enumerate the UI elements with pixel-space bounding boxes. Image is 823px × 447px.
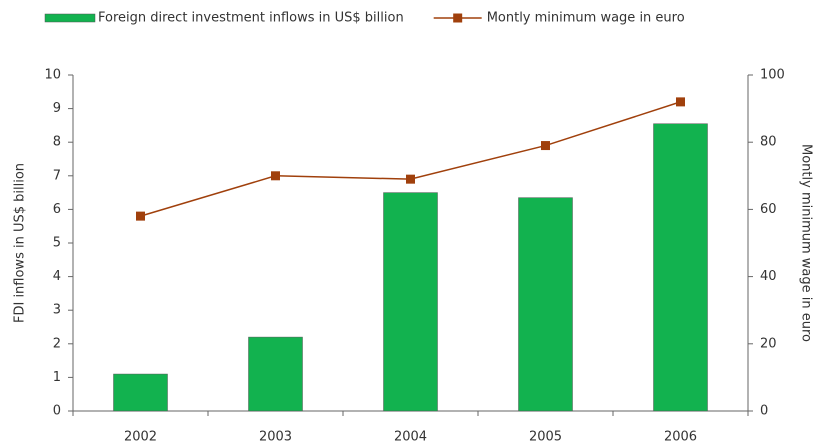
y-tick-label: 9	[53, 101, 61, 116]
x-tick-label: 2003	[259, 430, 292, 445]
y2-tick-label: 100	[760, 68, 785, 83]
marker	[676, 97, 685, 107]
marker	[541, 141, 550, 151]
bar	[383, 192, 438, 412]
y-tick-label: 6	[53, 202, 61, 217]
bar	[518, 197, 573, 412]
x-tick-label: 2006	[664, 430, 697, 445]
bar	[113, 373, 168, 412]
legend-swatch	[44, 13, 96, 23]
y2-tick-label: 40	[760, 269, 777, 284]
y2-axis-label: Montly minimum wage in euro	[799, 144, 814, 342]
y2-tick-label: 0	[760, 404, 768, 419]
bar	[248, 336, 303, 412]
y-tick-label: 7	[53, 168, 61, 183]
y-tick-label: 5	[53, 236, 61, 251]
legend-label: Foreign direct investment inflows in US$…	[98, 11, 404, 26]
y-tick-label: 3	[53, 303, 61, 318]
x-tick-label: 2005	[529, 430, 562, 445]
legend-label: Montly minimum wage in euro	[487, 11, 685, 26]
y-tick-label: 1	[53, 370, 61, 385]
y-tick-label: 10	[44, 68, 61, 83]
y-axis-label: FDI inflows in US$ billion	[13, 163, 28, 323]
marker	[406, 174, 415, 184]
legend-marker	[453, 13, 463, 23]
y2-tick-label: 60	[760, 202, 777, 217]
y-tick-label: 4	[53, 269, 61, 284]
marker	[136, 211, 145, 221]
y2-tick-label: 20	[760, 336, 777, 351]
y-tick-label: 2	[53, 336, 61, 351]
x-tick-label: 2004	[394, 430, 427, 445]
x-tick-label: 2002	[124, 430, 157, 445]
bar	[653, 123, 708, 412]
y-tick-label: 8	[53, 135, 61, 150]
y-tick-label: 0	[53, 404, 61, 419]
marker	[271, 171, 280, 181]
y2-tick-label: 80	[760, 135, 777, 150]
